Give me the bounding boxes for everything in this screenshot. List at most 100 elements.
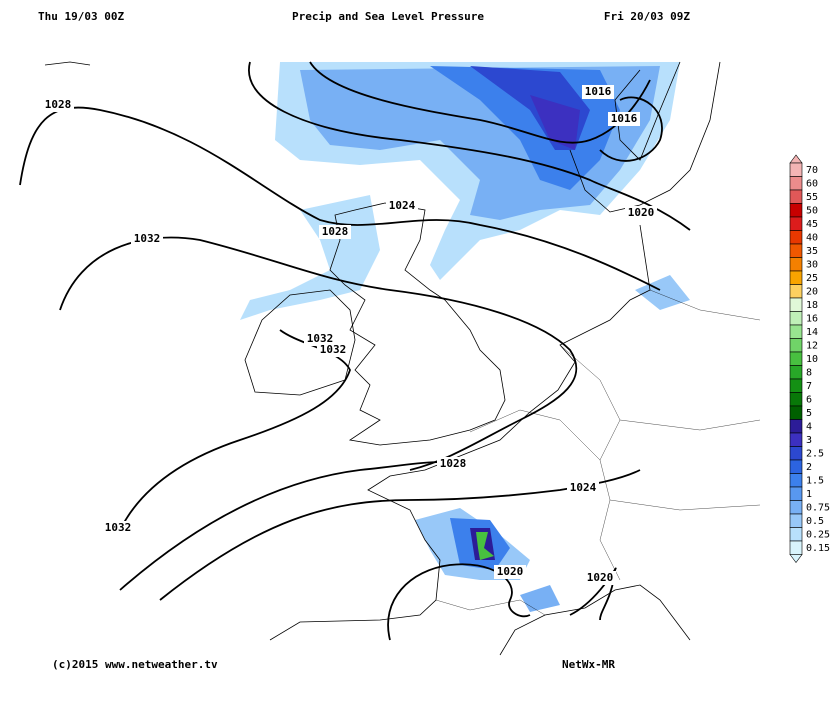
- coastlines: [44, 61, 721, 656]
- legend-swatch: [789, 297, 803, 312]
- isobar: [599, 96, 663, 162]
- legend-swatch: [789, 486, 803, 501]
- isobar-label-bg: [567, 481, 599, 495]
- legend-swatch: [789, 513, 803, 528]
- isobar-label-bg: [494, 565, 526, 579]
- great-britain: [329, 202, 506, 446]
- legend-bottom-arrow: [789, 554, 803, 563]
- precipitation: [240, 62, 690, 612]
- isobar-label: 1032: [320, 343, 347, 356]
- ireland: [244, 289, 356, 396]
- legend-swatch: [789, 324, 803, 339]
- legend-swatch: [789, 230, 803, 245]
- isobar-label-bg: [625, 206, 657, 220]
- isobar-label-bg: [582, 85, 614, 99]
- isobar-label: 1016: [611, 112, 638, 125]
- legend-label: 10: [806, 354, 818, 365]
- legend-swatch: [789, 540, 803, 555]
- isobar-label-bg: [584, 571, 616, 585]
- legend-swatch: [789, 216, 803, 231]
- isobar-label-bg: [319, 225, 351, 239]
- legend-swatch: [789, 446, 803, 461]
- legend-label: 0.25: [806, 529, 830, 540]
- legend: 70 60 55 50 45 40 35 30 25 20 18 16 14 12 10 8 7 6 5 4 3 2.5 2…: [789, 154, 830, 563]
- footer-left: (c)2015 www.netweather.tv: [52, 658, 218, 671]
- isobar-label: 1024: [570, 481, 597, 494]
- legend-label: 0.5: [806, 516, 824, 527]
- legend-swatch: [789, 189, 803, 204]
- precip-area: [476, 532, 494, 560]
- legend-swatch: [789, 500, 803, 515]
- legend-label: 0.15: [806, 543, 830, 554]
- legend-label: 8: [806, 367, 812, 378]
- legend-swatch: [789, 311, 803, 326]
- legend-swatch: [789, 432, 803, 447]
- isobar: [569, 567, 617, 621]
- legend-swatch: [789, 162, 803, 177]
- isobar-label: 1028: [440, 457, 467, 470]
- legend-label: 5: [806, 408, 812, 419]
- isobar-label-bg: [608, 112, 640, 126]
- isobar-label: 1032: [105, 521, 132, 534]
- legend-label: 2: [806, 462, 812, 473]
- isobar-label-bg: [437, 457, 469, 471]
- legend-label: 6: [806, 394, 812, 405]
- scandinavia: [569, 61, 721, 213]
- legend-label: 16: [806, 313, 818, 324]
- mediterranean-coast: [499, 584, 691, 656]
- legend-label: 12: [806, 340, 818, 351]
- legend-label: 20: [806, 286, 818, 297]
- legend-label: 3: [806, 435, 812, 446]
- legend-label: 14: [806, 327, 818, 338]
- isobar-label: 1020: [628, 206, 655, 219]
- legend-swatch: [789, 419, 803, 434]
- header-right: Fri 20/03 09Z: [604, 10, 690, 23]
- legend-swatch: [789, 270, 803, 285]
- isobar-label: 1032: [307, 332, 334, 345]
- isobar: [59, 236, 578, 471]
- legend-label: 35: [806, 246, 818, 257]
- legend-swatch: [789, 243, 803, 258]
- legend-swatch: [789, 365, 803, 380]
- legend-label: 18: [806, 300, 818, 311]
- legend-label: 40: [806, 232, 818, 243]
- legend-swatch: [789, 257, 803, 272]
- isobar-label: 1024: [389, 199, 416, 212]
- legend-label: 70: [806, 165, 818, 176]
- isobar-label-bg: [102, 521, 134, 535]
- precip-area: [635, 275, 690, 310]
- header-left: Thu 19/03 00Z: [38, 10, 124, 23]
- legend-label: 60: [806, 178, 818, 189]
- borders: [435, 289, 761, 616]
- legend-label: 55: [806, 192, 818, 203]
- isobar-label: 1032: [134, 232, 161, 245]
- legend-label: 50: [806, 205, 818, 216]
- legend-swatch: [789, 351, 803, 366]
- legend-label: 25: [806, 273, 818, 284]
- legend-label: 30: [806, 259, 818, 270]
- header-title: Precip and Sea Level Pressure: [292, 10, 484, 23]
- legend-swatch: [789, 176, 803, 191]
- legend-label: 1.5: [806, 475, 824, 486]
- isobar-label-bg: [386, 199, 418, 213]
- isobar: [248, 61, 691, 231]
- isobar: [387, 563, 531, 641]
- legend-swatch: [789, 338, 803, 353]
- legend-swatch: [789, 378, 803, 393]
- legend-swatch: [789, 459, 803, 474]
- precip-area: [520, 585, 560, 612]
- isobar-label: 1028: [322, 225, 349, 238]
- legend-swatch: [789, 392, 803, 407]
- legend-swatch: [789, 405, 803, 420]
- legend-label: 4: [806, 421, 812, 432]
- legend-swatch: [789, 203, 803, 218]
- isobar-label: 1016: [585, 85, 612, 98]
- iceland-edge: [44, 61, 91, 66]
- isobar-label-bg: [42, 98, 74, 112]
- isobar-label-bg: [131, 232, 163, 246]
- legend-label: 0.75: [806, 502, 830, 513]
- isobar-label-bg: [304, 332, 336, 346]
- legend-label: 45: [806, 219, 818, 230]
- isobar-label: 1020: [587, 571, 614, 584]
